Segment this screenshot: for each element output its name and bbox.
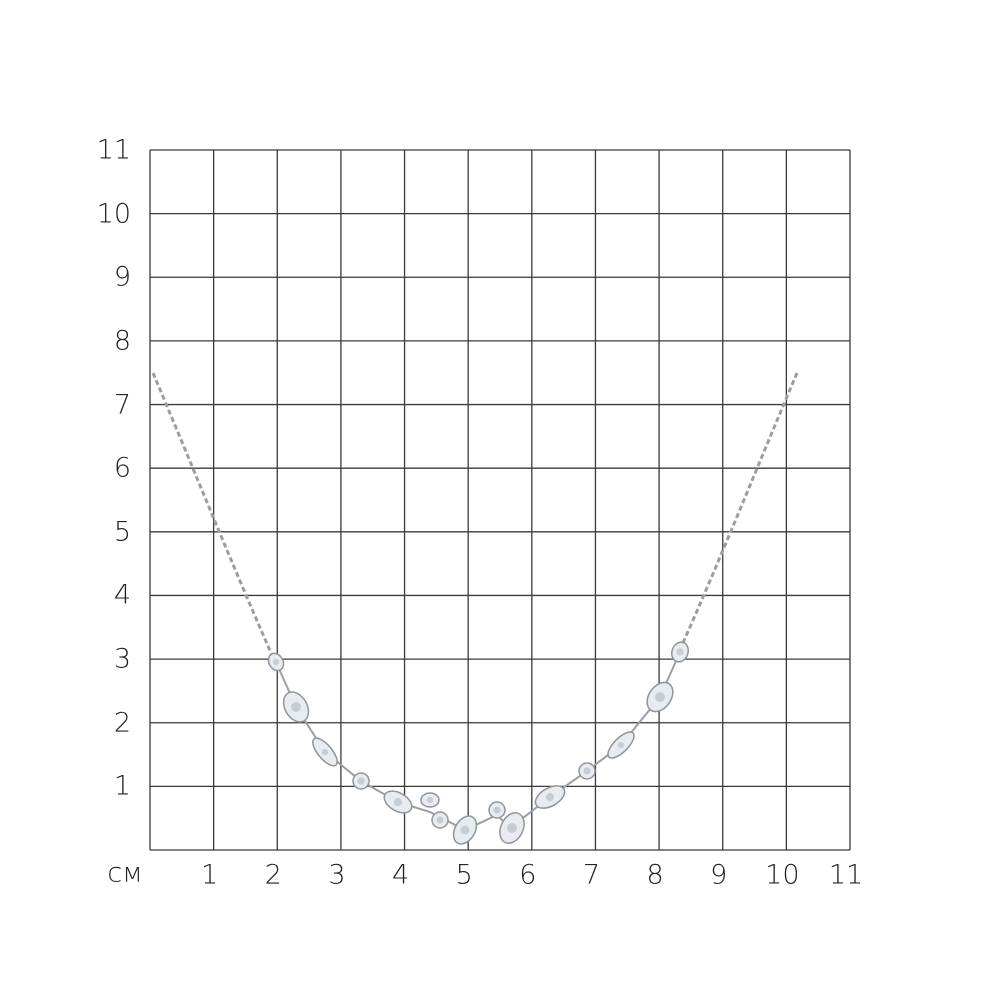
- gemstone-facet: [460, 825, 470, 835]
- gemstone-facet: [617, 741, 625, 749]
- gemstone-facet: [272, 658, 280, 666]
- gemstone-facet: [583, 767, 591, 775]
- y-tick-label: 11: [96, 134, 131, 166]
- x-tick-label: 1: [201, 859, 219, 891]
- x-tick-label: 3: [328, 859, 346, 891]
- y-tick-label: 1: [113, 770, 131, 802]
- gemstone-facet: [357, 777, 365, 785]
- chain-left: [151, 372, 274, 656]
- x-tick-label: 11: [828, 859, 864, 891]
- y-tick-label: 5: [113, 516, 131, 548]
- gemstone-facet: [545, 792, 555, 802]
- y-tick-label: 10: [96, 198, 131, 230]
- y-tick-label: 2: [113, 707, 131, 739]
- x-tick-label: 4: [391, 859, 410, 891]
- gemstone-facet: [321, 748, 329, 756]
- y-tick-label: 7: [113, 389, 131, 421]
- gemstone-facet: [676, 648, 684, 656]
- gemstone-facet: [436, 816, 444, 824]
- gemstone-facet: [291, 702, 301, 712]
- x-tick-label: 8: [646, 859, 664, 891]
- gemstone-facet: [393, 797, 403, 807]
- y-tick-label: 3: [113, 643, 131, 675]
- x-tick-label: 5: [455, 859, 473, 891]
- x-tick-label: 7: [582, 859, 601, 891]
- x-tick-label: 9: [710, 859, 728, 891]
- chain-right: [680, 372, 799, 646]
- y-tick-label: 6: [113, 452, 131, 484]
- x-tick-label: 6: [519, 859, 537, 891]
- y-tick-label: 4: [113, 579, 131, 611]
- unit-label: см: [107, 857, 143, 889]
- gemstone-facet: [426, 796, 434, 804]
- gemstone-facet: [655, 692, 665, 702]
- x-tick-label: 2: [264, 859, 282, 891]
- x-tick-label: 10: [765, 859, 800, 891]
- y-tick-label: 9: [113, 261, 131, 293]
- gemstone-facet: [507, 823, 517, 833]
- y-tick-label: 8: [113, 325, 131, 357]
- gemstone-facet: [493, 806, 501, 814]
